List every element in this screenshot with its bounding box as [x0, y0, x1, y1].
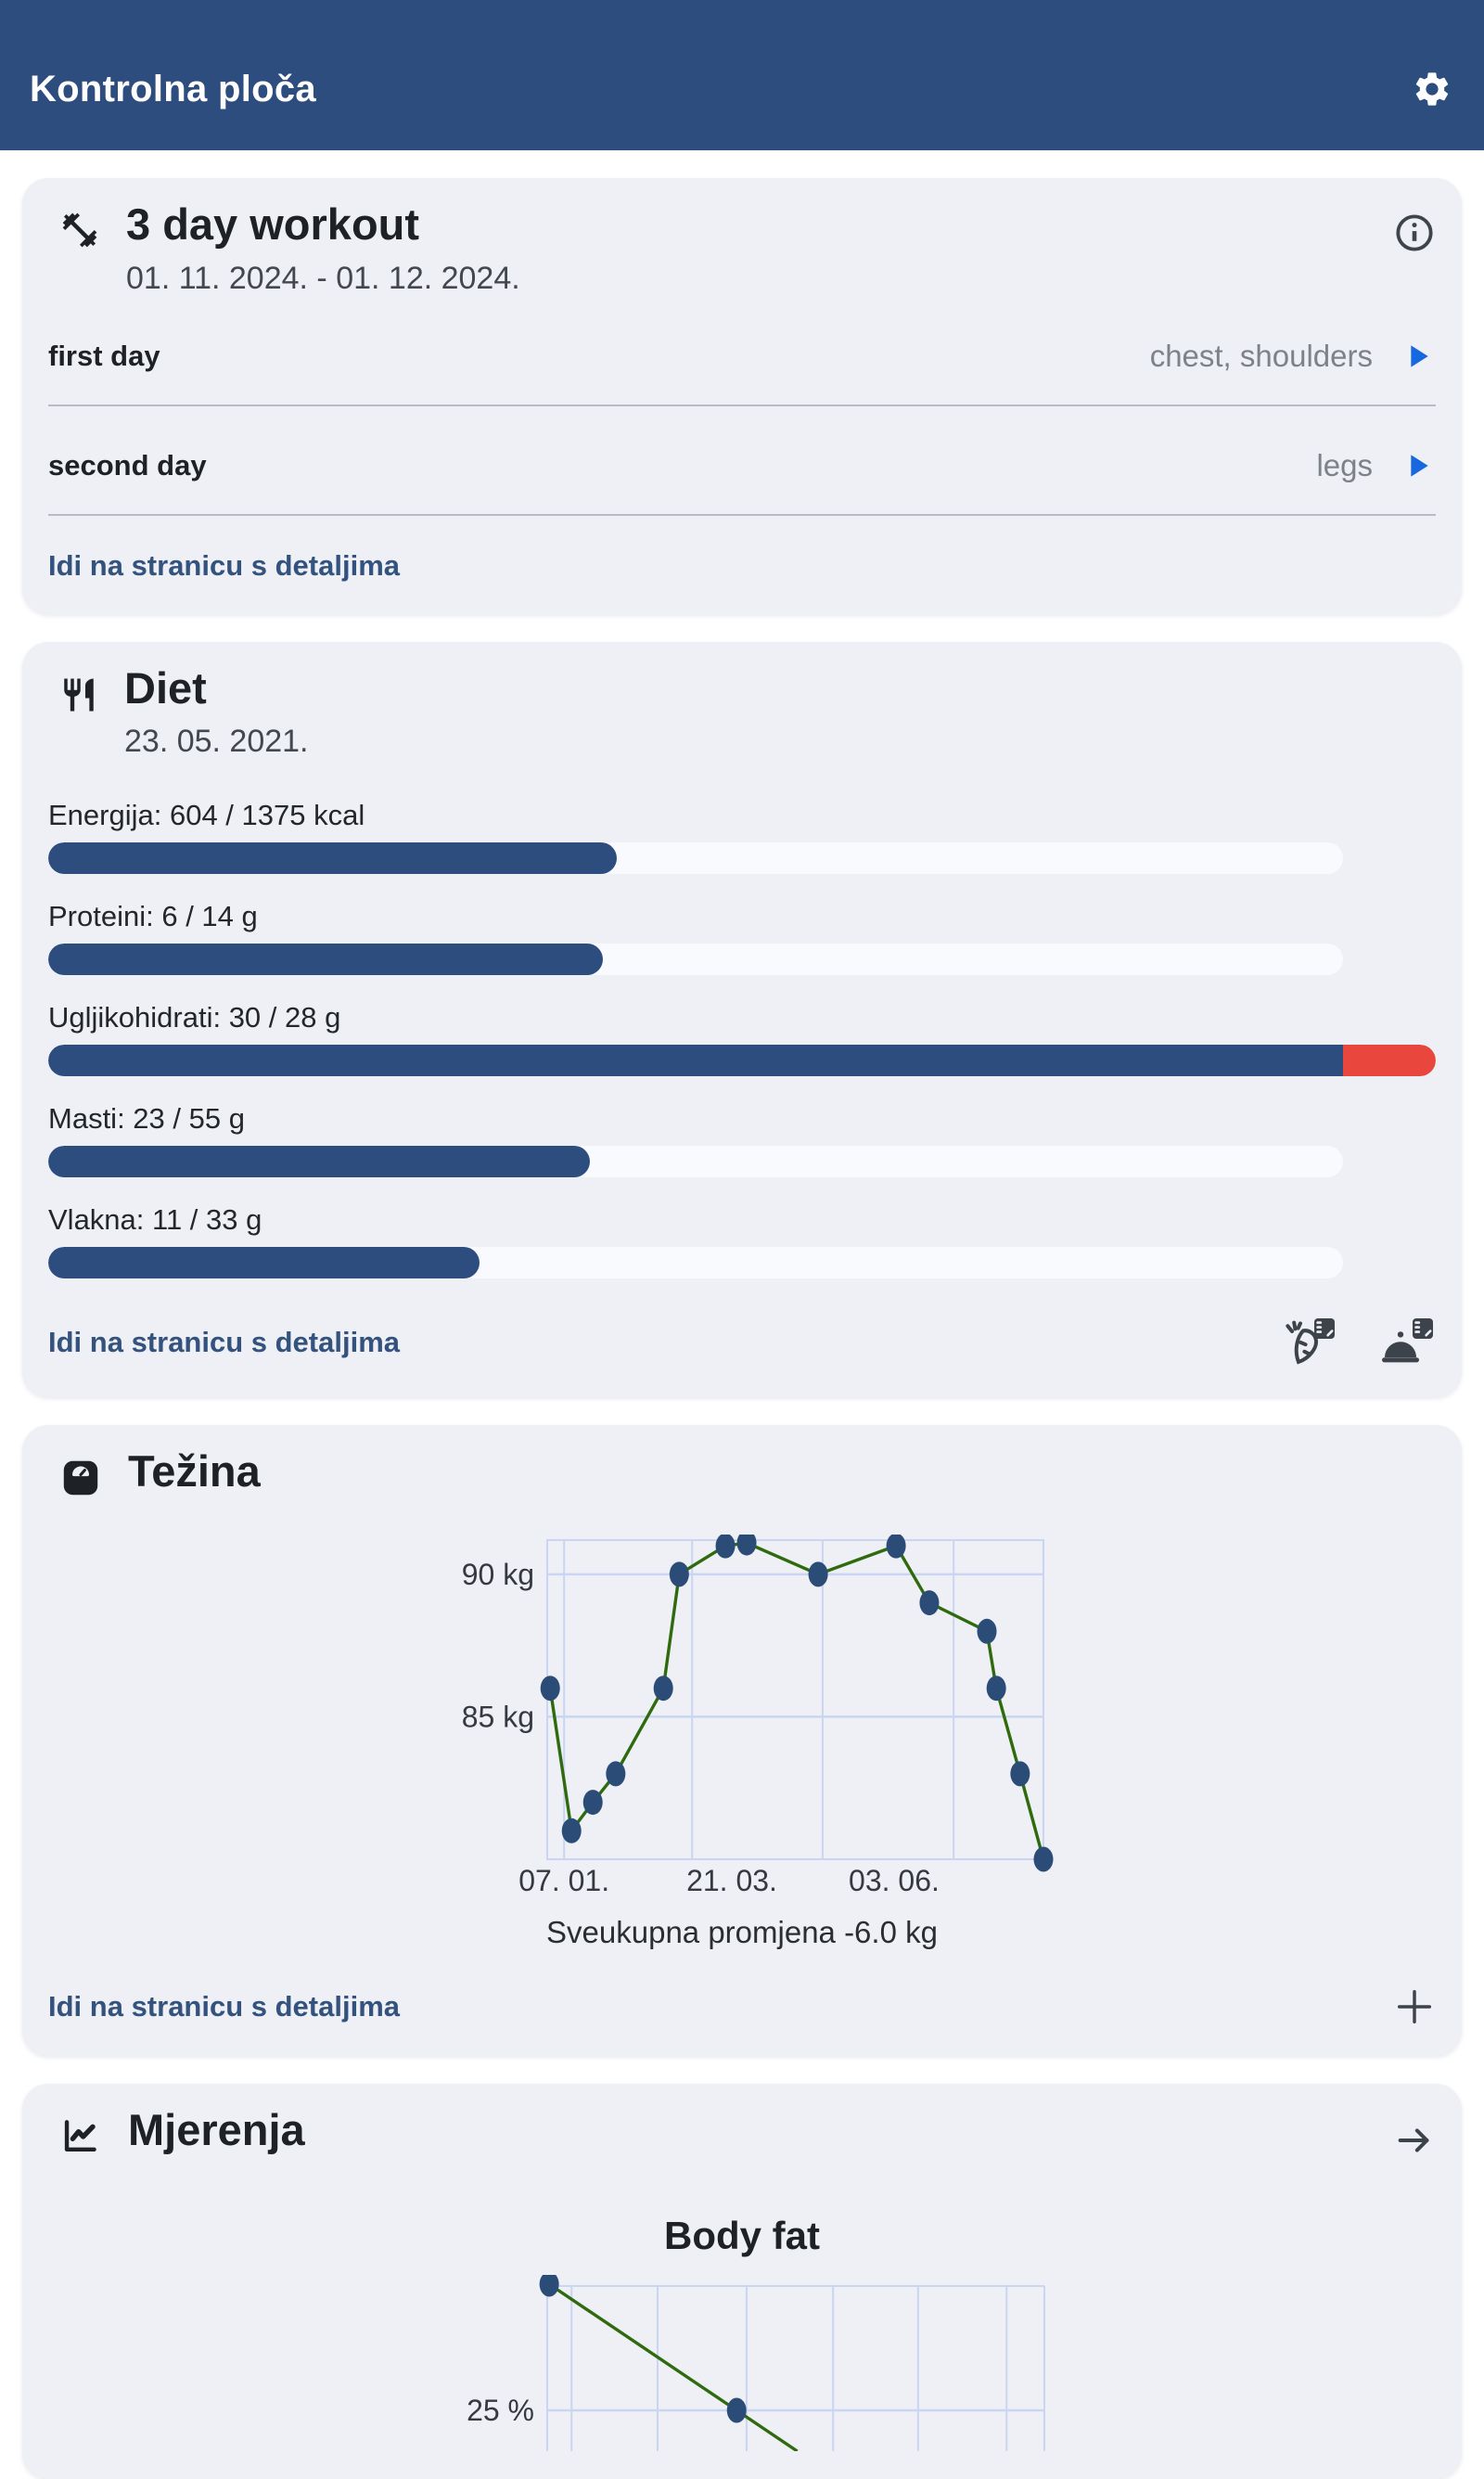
macro-progress-overflow: [1343, 1045, 1436, 1077]
workout-day-name: second day: [48, 448, 207, 482]
weight-chart: 90 kg 85 kg 07. 01. 21. 03. 03. 06.: [48, 1535, 1436, 1906]
macro-row: Ugljikohidrati: 30 / 28 g: [48, 1001, 1436, 1077]
dumbbell-icon: [59, 210, 100, 250]
start-workout-button[interactable]: [1399, 447, 1436, 484]
workout-day-name: first day: [48, 339, 160, 372]
workout-date-range: 01. 11. 2024. - 01. 12. 2024.: [126, 260, 520, 296]
workout-info-button[interactable]: [1393, 212, 1436, 254]
macro-row: Masti: 23 / 55 g: [48, 1102, 1436, 1178]
weight-change-caption: Sveukupna promjena -6.0 kg: [546, 1915, 938, 1950]
add-meal-button[interactable]: [1378, 1316, 1436, 1369]
meal-add-icon: [1378, 1318, 1436, 1372]
weight-details-link[interactable]: Idi na stranicu s detaljima: [48, 1990, 401, 2023]
macro-label: Masti: 23 / 55 g: [48, 1102, 245, 1136]
svg-text:85 kg: 85 kg: [462, 1701, 534, 1734]
macro-progress-bar: [48, 1045, 1436, 1077]
svg-text:03. 06.: 03. 06.: [849, 1864, 940, 1897]
svg-text:90 kg: 90 kg: [462, 1558, 534, 1591]
macro-row: Proteini: 6 / 14 g: [48, 900, 1436, 976]
add-weight-button[interactable]: [1393, 1985, 1436, 2028]
macro-list: Energija: 604 / 1375 kcal Proteini: 6 / 1…: [48, 799, 1436, 1279]
workout-day-muscles: legs: [1316, 447, 1373, 482]
diet-title: Diet: [124, 662, 207, 713]
macro-progress-fill: [48, 1045, 1344, 1077]
measurements-open-button[interactable]: [1393, 2119, 1436, 2162]
macro-progress-fill: [48, 1247, 480, 1279]
macro-label: Proteini: 6 / 14 g: [48, 900, 258, 933]
measurements-card: Mjerenja Body fat 25 %: [22, 2084, 1462, 2479]
workout-day-muscles: chest, shoulders: [1149, 338, 1373, 373]
diet-details-link[interactable]: Idi na stranicu s detaljima: [48, 1326, 401, 1359]
divider: [48, 404, 1436, 406]
workout-card: 3 day workout 01. 11. 2024. - 01. 12. 20…: [22, 178, 1462, 614]
workout-day-row: first day chest, shoulders: [48, 310, 1436, 405]
macro-progress-fill: [48, 944, 604, 976]
add-ingredient-button[interactable]: [1280, 1316, 1337, 1369]
plus-icon: [1393, 1990, 1436, 2031]
diet-date: 23. 05. 2021.: [124, 724, 309, 760]
carrot-add-icon: [1280, 1318, 1337, 1372]
macro-row: Energija: 604 / 1375 kcal: [48, 799, 1436, 875]
macro-progress-bar: [48, 842, 1344, 875]
line-chart-icon: [59, 2115, 102, 2158]
play-icon: [1399, 454, 1436, 487]
weight-card: Težina 90 kg 85 kg 07. 01. 21. 03. 03. 06. S…: [22, 1425, 1462, 2057]
macro-label: Ugljikohidrati: 30 / 28 g: [48, 1001, 341, 1034]
divider: [48, 513, 1436, 516]
settings-button[interactable]: [1412, 69, 1452, 109]
weight-title: Težina: [128, 1446, 261, 1496]
workout-day-row: second day legs: [48, 419, 1436, 514]
weight-scale-icon: [59, 1457, 102, 1499]
gear-icon: [1412, 72, 1452, 112]
workout-details-link[interactable]: Idi na stranicu s detaljima: [48, 548, 401, 582]
macro-progress-fill: [48, 842, 618, 875]
start-workout-button[interactable]: [1399, 338, 1436, 375]
macro-progress-bar: [48, 1146, 1344, 1178]
svg-text:21. 03.: 21. 03.: [686, 1864, 777, 1897]
arrow-right-icon: [1393, 2128, 1436, 2164]
restaurant-icon: [59, 674, 98, 716]
macro-progress-fill: [48, 1146, 590, 1178]
bodyfat-chart: 25 %: [48, 2275, 1436, 2452]
svg-text:07. 01.: 07. 01.: [518, 1864, 609, 1897]
play-icon: [1399, 344, 1436, 378]
macro-progress-bar: [48, 944, 1344, 976]
diet-card: Diet 23. 05. 2021. Energija: 604 / 1375 …: [22, 641, 1462, 1398]
macro-label: Energija: 604 / 1375 kcal: [48, 799, 365, 832]
svg-text:25 %: 25 %: [467, 2394, 534, 2427]
app-bar: Kontrolna ploča: [0, 0, 1484, 150]
macro-row: Vlakna: 11 / 33 g: [48, 1203, 1436, 1279]
workout-title: 3 day workout: [126, 199, 420, 249]
info-icon: [1393, 214, 1436, 257]
macro-label: Vlakna: 11 / 33 g: [48, 1203, 262, 1237]
page-title: Kontrolna ploča: [30, 68, 316, 109]
macro-progress-bar: [48, 1247, 1344, 1279]
measurements-title: Mjerenja: [128, 2105, 305, 2155]
bodyfat-chart-title: Body fat: [664, 2214, 820, 2258]
